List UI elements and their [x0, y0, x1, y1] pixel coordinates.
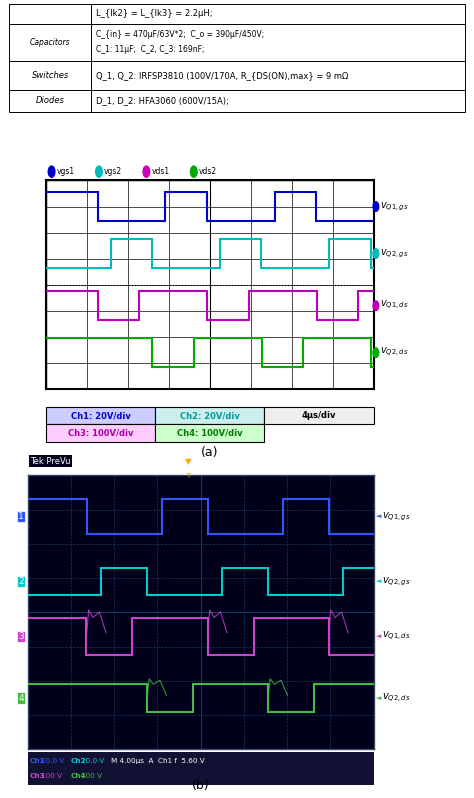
Bar — [9, 4, 91, 24]
Text: 20.0 V: 20.0 V — [81, 757, 105, 764]
Text: ◄: ◄ — [376, 695, 381, 701]
Text: $\mathit{v}_{Q2,ds}$: $\mathit{v}_{Q2,ds}$ — [380, 346, 409, 359]
Text: Diodes: Diodes — [36, 97, 65, 105]
Text: L_{lk2} = L_{lk3} = 2.2μH;: L_{lk2} = L_{lk3} = 2.2μH; — [96, 10, 212, 18]
Text: vgs2: vgs2 — [104, 167, 122, 176]
Text: Tek PreVu: Tek PreVu — [30, 456, 71, 466]
Bar — [9, 61, 91, 89]
Text: vgs1: vgs1 — [57, 167, 75, 176]
Bar — [91, 89, 465, 112]
Text: $\mathit{v}_{Q2,gs}$: $\mathit{v}_{Q2,gs}$ — [380, 247, 409, 259]
Text: Ch4: 100V/div: Ch4: 100V/div — [177, 429, 243, 437]
Text: ◄: ◄ — [376, 579, 381, 584]
Text: ┬: ┬ — [186, 472, 191, 478]
Text: 20.0 V: 20.0 V — [41, 757, 64, 764]
Text: 2: 2 — [18, 577, 24, 586]
Text: 1: 1 — [18, 512, 24, 521]
Text: C_{in} = 470μF/63V*2;  C_o = 390μF/450V;: C_{in} = 470μF/63V*2; C_o = 390μF/450V; — [96, 30, 264, 39]
Text: Ch4: Ch4 — [70, 772, 86, 779]
Bar — [9, 89, 91, 112]
Text: $\mathit{v}_{Q2,gs}$: $\mathit{v}_{Q2,gs}$ — [382, 575, 410, 587]
Text: Ch3: Ch3 — [30, 772, 46, 779]
Text: 100 V: 100 V — [41, 772, 62, 779]
Text: $\mathit{v}_{Q2,ds}$: $\mathit{v}_{Q2,ds}$ — [382, 692, 410, 705]
Text: $\mathit{v}_{Q1,ds}$: $\mathit{v}_{Q1,ds}$ — [380, 299, 409, 312]
Text: $\mathit{v}_{Q1,ds}$: $\mathit{v}_{Q1,ds}$ — [382, 630, 410, 643]
Text: 4: 4 — [18, 693, 24, 702]
Text: 100 V: 100 V — [81, 772, 102, 779]
Text: C_1: 11μF;  C_2, C_3: 169nF;: C_1: 11μF; C_2, C_3: 169nF; — [96, 45, 204, 54]
Text: Ch2: 20V/div: Ch2: 20V/div — [180, 411, 240, 420]
Text: 3: 3 — [18, 632, 24, 641]
Text: (b): (b) — [192, 779, 210, 792]
Text: Switches: Switches — [32, 71, 69, 80]
Text: (a): (a) — [201, 446, 219, 459]
Text: Ch1: 20V/div: Ch1: 20V/div — [71, 411, 130, 420]
Text: ▼: ▼ — [185, 456, 192, 466]
Bar — [91, 4, 465, 24]
Text: Capacitors: Capacitors — [30, 38, 71, 47]
Bar — [91, 61, 465, 89]
Text: M 4.00μs  A  Ch1 f  5.60 V: M 4.00μs A Ch1 f 5.60 V — [110, 757, 204, 764]
Text: Q_1, Q_2: IRFSP3810 (100V/170A, R_{DS(ON),max} = 9 mΩ: Q_1, Q_2: IRFSP3810 (100V/170A, R_{DS(ON… — [96, 71, 348, 80]
Bar — [9, 24, 91, 61]
Text: vds1: vds1 — [152, 167, 170, 176]
Text: ◄: ◄ — [376, 634, 381, 639]
Text: 4μs/div: 4μs/div — [301, 411, 336, 420]
Text: Ch1: Ch1 — [30, 757, 46, 764]
Text: $\mathit{v}_{Q1,gs}$: $\mathit{v}_{Q1,gs}$ — [382, 510, 410, 523]
Bar — [91, 24, 465, 61]
Text: Ch2: Ch2 — [70, 757, 86, 764]
Text: $\mathit{v}_{Q1,gs}$: $\mathit{v}_{Q1,gs}$ — [380, 200, 409, 213]
Text: Ch3: 100V/div: Ch3: 100V/div — [68, 429, 133, 437]
Text: D_1, D_2: HFA3060 (600V/15A);: D_1, D_2: HFA3060 (600V/15A); — [96, 97, 228, 105]
Text: ◄: ◄ — [376, 513, 381, 519]
Text: vds2: vds2 — [199, 167, 217, 176]
